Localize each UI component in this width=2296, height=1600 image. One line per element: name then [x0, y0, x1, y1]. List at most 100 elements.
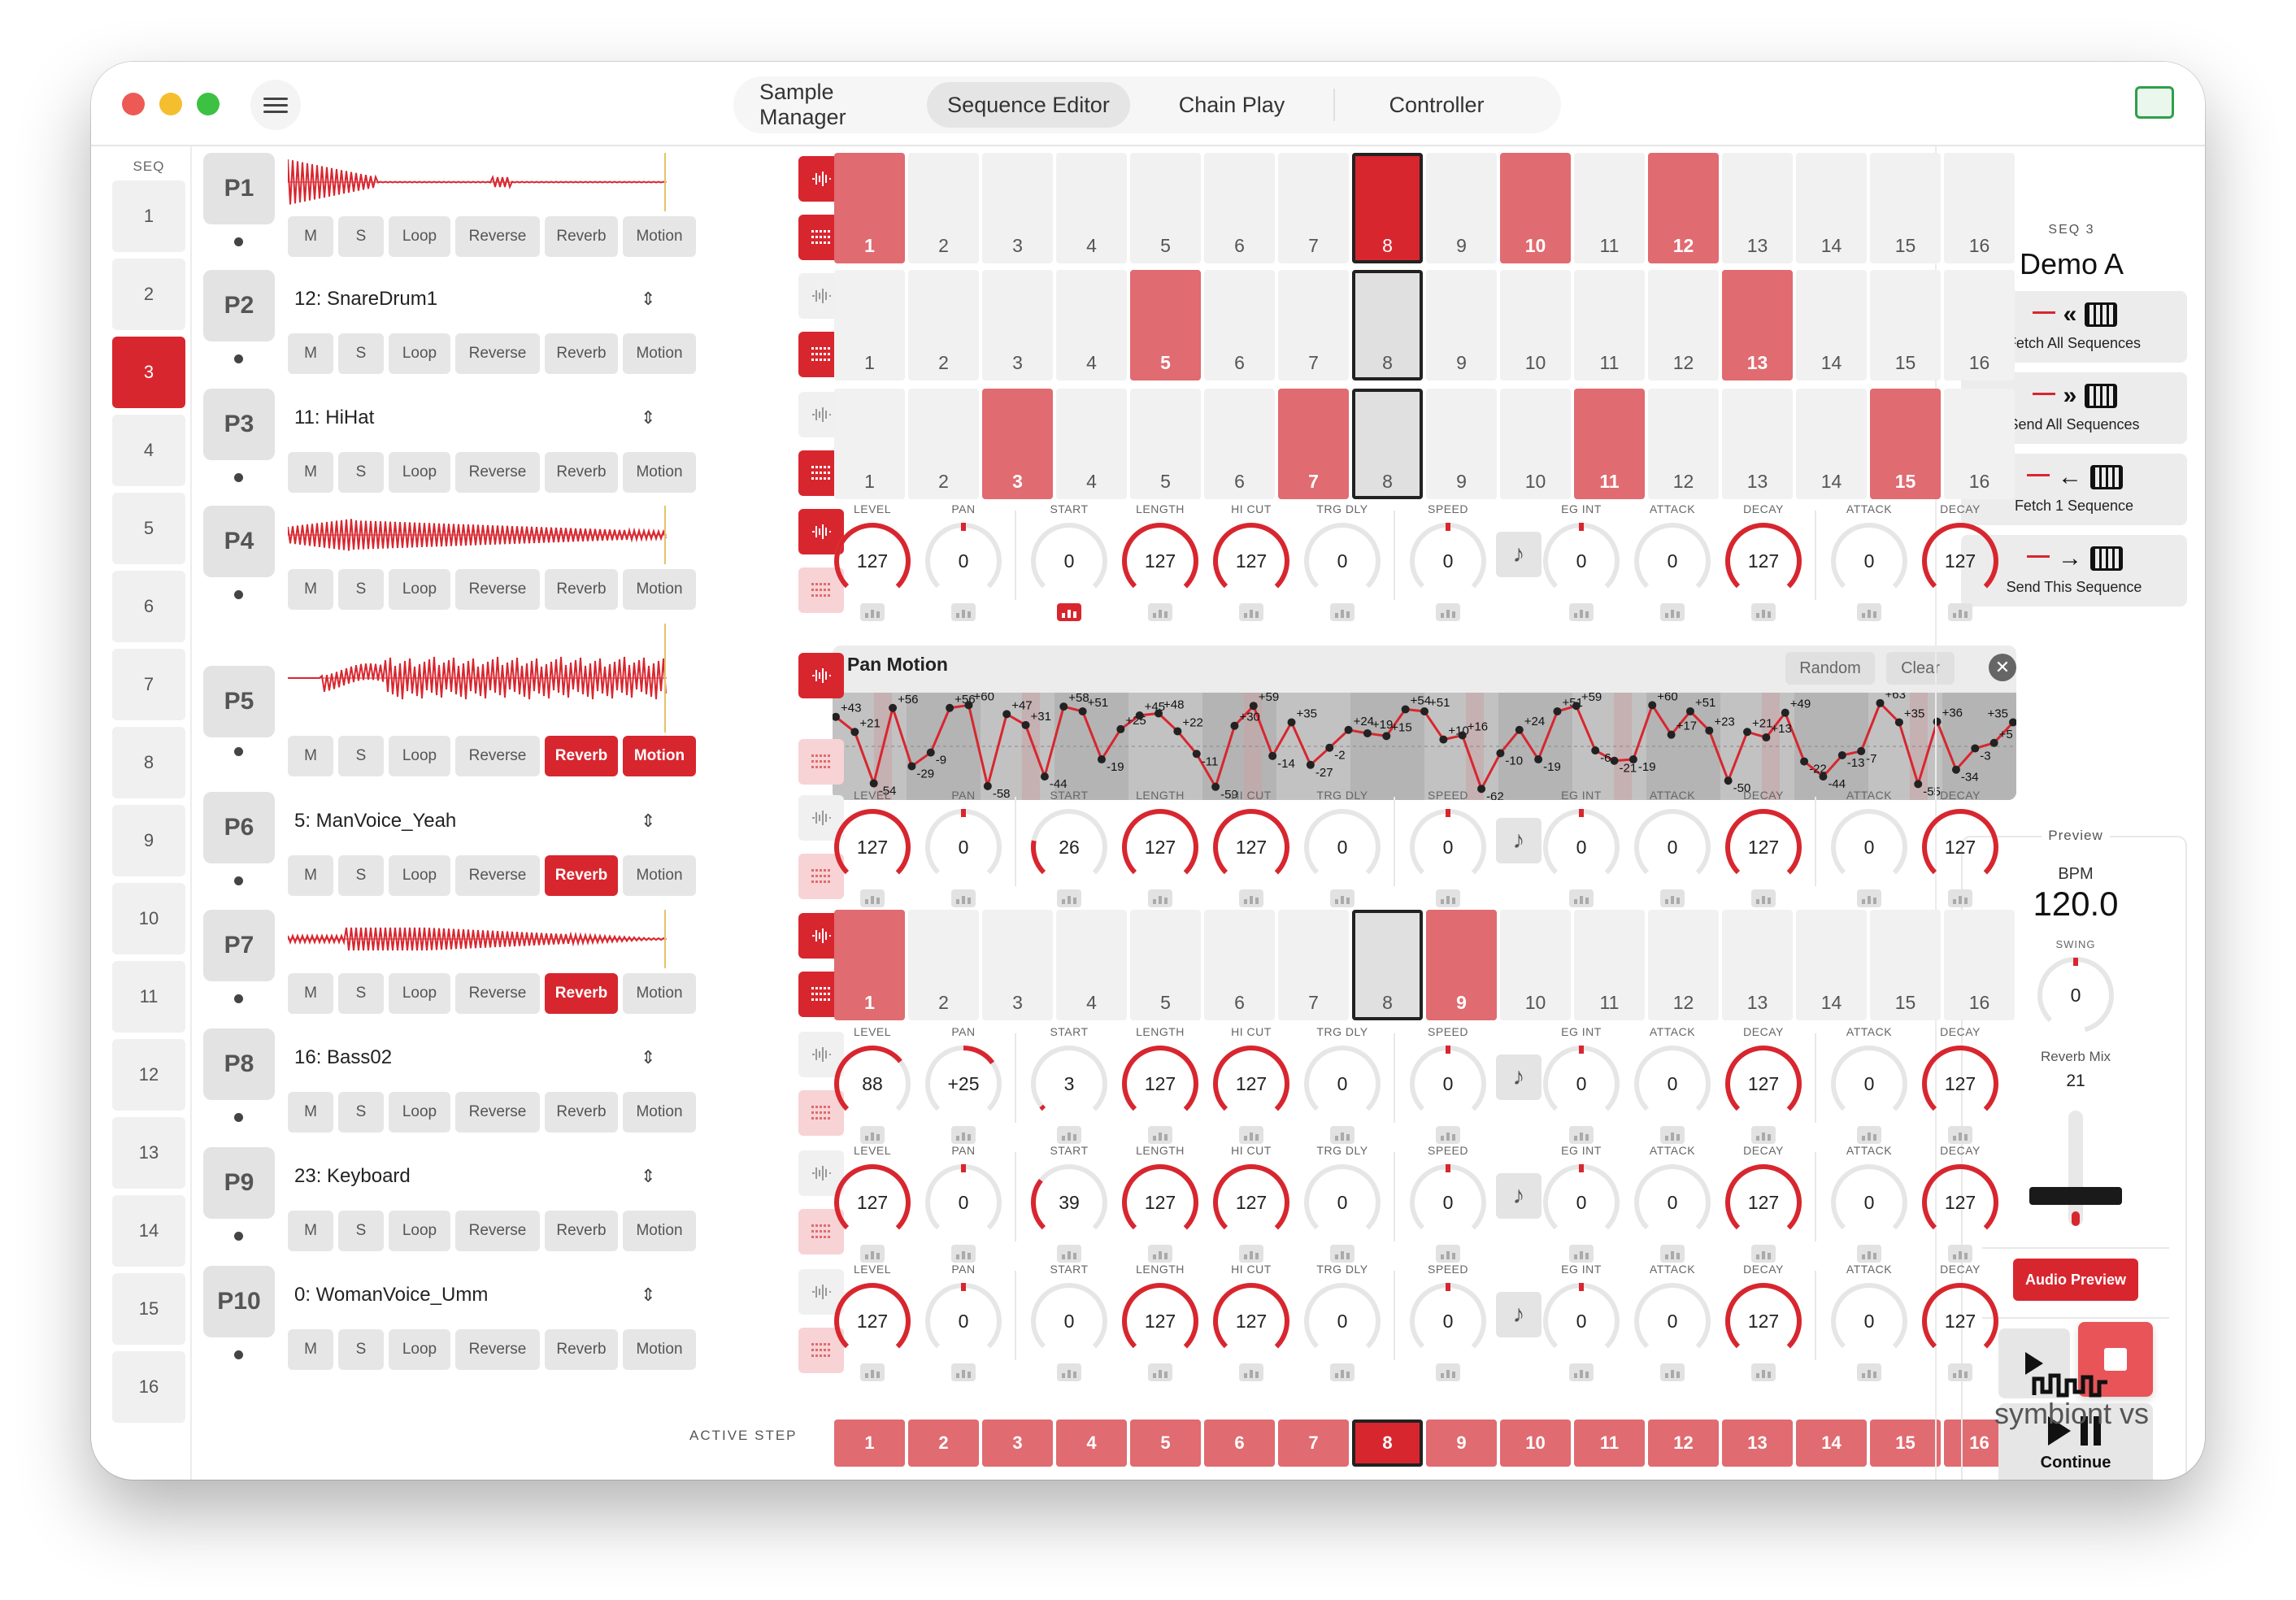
active-step-cell[interactable]: 9 — [1424, 1420, 1498, 1467]
mute-button[interactable]: M — [288, 569, 333, 610]
knob-dial[interactable]: 127 — [1723, 1280, 1804, 1362]
note-icon[interactable]: ♪ — [1496, 1054, 1542, 1100]
step-cell[interactable]: 1 — [833, 270, 907, 380]
waveform-view-icon[interactable] — [798, 1150, 844, 1196]
step-grid-view-icon[interactable] — [798, 854, 844, 899]
reverse-button[interactable]: Reverse — [455, 216, 540, 257]
loop-button[interactable]: Loop — [389, 855, 450, 896]
note-icon[interactable]: ♪ — [1496, 1173, 1542, 1219]
parameter-knob[interactable]: TRG DLY 0 — [1295, 1263, 1389, 1381]
step-cell[interactable]: 11 — [1572, 270, 1646, 380]
motion-point[interactable] — [1837, 750, 1846, 759]
knob-dial[interactable]: 127 — [832, 807, 913, 888]
motion-point[interactable] — [1401, 705, 1410, 714]
motion-point[interactable] — [1173, 727, 1182, 736]
tab-sample-manager[interactable]: Sample Manager — [759, 80, 846, 129]
knob-dial[interactable]: 0 — [1407, 1162, 1489, 1243]
knob-dial[interactable]: 127 — [1120, 807, 1201, 888]
motion-point[interactable] — [1306, 760, 1315, 769]
mute-button[interactable]: M — [288, 452, 333, 493]
parameter-knob[interactable]: EG INT 0 — [1534, 789, 1629, 907]
mute-button[interactable]: M — [288, 973, 333, 1014]
audio-preview-button[interactable]: Audio Preview — [2013, 1259, 2138, 1301]
motion-graph[interactable]: +43+21-54+56-29-9+56+60-58+47+31-44+58+5… — [833, 693, 2016, 800]
parameter-knob[interactable]: START 3 — [1022, 1025, 1116, 1144]
mute-button[interactable]: M — [288, 1211, 333, 1251]
step-cell[interactable]: 1 — [833, 910, 907, 1020]
knob-dial[interactable]: 0 — [1541, 807, 1622, 888]
motion-button[interactable]: Motion — [623, 1329, 696, 1370]
step-cell[interactable]: 13 — [1720, 389, 1794, 499]
step-cell[interactable]: 9 — [1424, 153, 1498, 263]
parameter-knob[interactable]: PAN 0 — [916, 1263, 1011, 1381]
step-cell[interactable]: 16 — [1942, 270, 2016, 380]
part-label[interactable]: P5 — [203, 666, 275, 737]
parameter-knob[interactable]: EG INT 0 — [1534, 502, 1629, 621]
parameter-knob[interactable]: DECAY 127 — [1716, 1144, 1811, 1263]
motion-point[interactable] — [1496, 749, 1505, 758]
knob-dial[interactable]: 127 — [1920, 1280, 2001, 1362]
step-cell[interactable]: 9 — [1424, 270, 1498, 380]
step-cell[interactable]: 12 — [1646, 910, 1720, 1020]
knob-dial[interactable]: 0 — [1829, 520, 1910, 602]
motion-toggle-icon[interactable] — [1660, 1126, 1685, 1144]
motion-point[interactable] — [1762, 733, 1771, 742]
motion-toggle-icon[interactable] — [1569, 1245, 1594, 1263]
knob-dial[interactable]: 0 — [1541, 1280, 1622, 1362]
motion-point[interactable] — [1420, 707, 1428, 715]
step-cell[interactable]: 10 — [1498, 270, 1572, 380]
step-cell[interactable]: 10 — [1498, 910, 1572, 1020]
motion-point[interactable] — [1629, 755, 1637, 764]
parameter-knob[interactable]: DECAY 127 — [1913, 502, 2007, 621]
step-cell[interactable]: 3 — [981, 389, 1055, 499]
step-cell[interactable]: 12 — [1646, 270, 1720, 380]
parameter-knob[interactable]: ATTACK 0 — [1625, 1144, 1720, 1263]
motion-toggle-icon[interactable] — [1660, 603, 1685, 621]
knob-dial[interactable]: 0 — [1302, 1162, 1383, 1243]
minimize-window-button[interactable] — [159, 93, 182, 115]
mute-button[interactable]: M — [288, 855, 333, 896]
knob-dial[interactable]: 127 — [1920, 1162, 2001, 1243]
motion-point[interactable] — [1268, 751, 1277, 760]
motion-toggle-icon[interactable] — [860, 1126, 885, 1144]
parameter-knob[interactable]: SPEED 0 — [1401, 1263, 1495, 1381]
step-cell[interactable]: 7 — [1276, 910, 1350, 1020]
solo-button[interactable]: S — [338, 973, 384, 1014]
knob-dial[interactable]: 0 — [923, 1162, 1004, 1243]
parameter-knob[interactable]: LEVEL 127 — [825, 789, 920, 907]
motion-point[interactable] — [1002, 710, 1011, 719]
step-grid-view-icon[interactable] — [798, 1328, 844, 1373]
reverb-button[interactable]: Reverb — [545, 973, 618, 1014]
knob-dial[interactable]: +25 — [923, 1043, 1004, 1124]
solo-button[interactable]: S — [338, 1329, 384, 1370]
reverb-button[interactable]: Reverb — [545, 333, 618, 374]
step-cell[interactable]: 16 — [1942, 389, 2016, 499]
motion-button[interactable]: Motion — [623, 973, 696, 1014]
part-label[interactable]: P4 — [203, 506, 275, 577]
step-cell[interactable]: 6 — [1202, 910, 1276, 1020]
step-cell[interactable]: 13 — [1720, 270, 1794, 380]
step-cell[interactable]: 4 — [1055, 389, 1128, 499]
motion-toggle-icon[interactable] — [1857, 1363, 1881, 1381]
knob-dial[interactable]: 127 — [1211, 807, 1292, 888]
knob-dial[interactable]: 0 — [923, 807, 1004, 888]
note-icon[interactable]: ♪ — [1496, 532, 1542, 577]
part-label[interactable]: P7 — [203, 910, 275, 981]
motion-toggle-icon[interactable] — [1660, 1245, 1685, 1263]
parameter-knob[interactable]: DECAY 127 — [1913, 1025, 2007, 1144]
step-cell[interactable]: 2 — [907, 910, 981, 1020]
reverb-button[interactable]: Reverb — [545, 1092, 618, 1133]
knob-dial[interactable]: 0 — [1407, 807, 1489, 888]
motion-point[interactable] — [1515, 725, 1524, 734]
active-step-cell[interactable]: 13 — [1720, 1420, 1794, 1467]
solo-button[interactable]: S — [338, 1092, 384, 1133]
step-cell[interactable]: 15 — [1868, 910, 1942, 1020]
motion-point[interactable] — [1705, 726, 1714, 735]
step-cell[interactable]: 11 — [1572, 153, 1646, 263]
sequence-button[interactable]: 2 — [112, 259, 185, 330]
reverb-button[interactable]: Reverb — [545, 1211, 618, 1251]
knob-dial[interactable]: 39 — [1028, 1162, 1110, 1243]
step-cell[interactable]: 3 — [981, 270, 1055, 380]
knob-dial[interactable]: 127 — [1920, 1043, 2001, 1124]
motion-toggle-icon[interactable] — [1057, 1126, 1081, 1144]
